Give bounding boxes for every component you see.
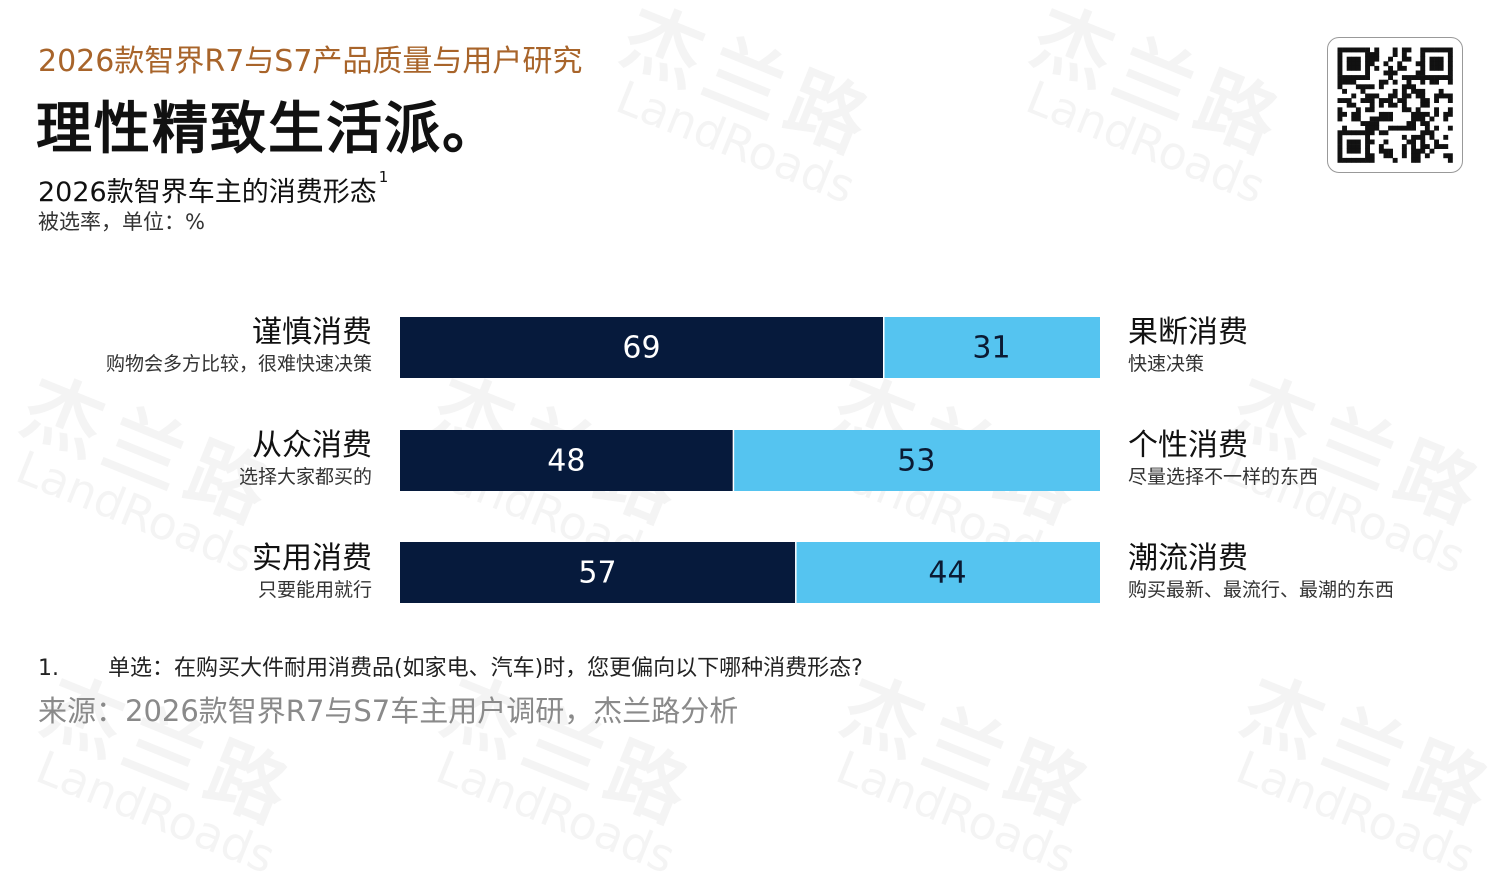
- bar-left-value-label: 57: [578, 556, 616, 591]
- footnote-text: 单选：在购买大件耐用消费品(如家电、汽车)时，您更偏向以下哪种消费形态?: [108, 656, 863, 681]
- footnote: 1. 单选：在购买大件耐用消费品(如家电、汽车)时，您更偏向以下哪种消费形态?: [38, 650, 863, 682]
- left-label-2: 从众消费 选择大家都买的: [239, 428, 372, 490]
- left-label-desc: 选择大家都买的: [238, 466, 372, 488]
- right-label-3: 潮流消费 购买最新、最流行、最潮的东西: [1128, 541, 1394, 603]
- left-label-3: 实用消费 只要能用就行: [252, 541, 372, 603]
- left-label-desc: 购物会多方比较，很难快速决策: [105, 353, 372, 375]
- right-label-1: 果断消费 快速决策: [1128, 315, 1248, 377]
- bar-left-value-label: 48: [547, 444, 585, 479]
- bar-right-segment: [796, 542, 1100, 603]
- chart-title: 2026款智界车主的消费形态 1: [38, 168, 389, 209]
- bar-right-value-label: 44: [928, 556, 966, 591]
- left-label-1: 谨慎消费 购物会多方比较，很难快速决策: [106, 315, 372, 377]
- footnote-number: 1.: [38, 656, 59, 681]
- chart-title-text: 2026款智界车主的消费形态: [38, 177, 377, 208]
- bar-left-segment: [400, 430, 733, 491]
- footnote-marker: 1: [378, 168, 389, 186]
- right-label-title: 果断消费: [1128, 315, 1248, 350]
- bar-right-value-label: 53: [897, 444, 935, 479]
- bar-right-value-label: 31: [972, 331, 1010, 366]
- right-label-desc: 快速决策: [1128, 353, 1205, 375]
- bar-right-segment: [884, 317, 1100, 378]
- bar-left-segment: [400, 542, 796, 603]
- unit-label: 被选率，单位：%: [38, 210, 205, 234]
- bar-left-segment: [400, 317, 883, 378]
- report-supertitle: 2026款智界R7与S7产品质量与用户研究: [38, 44, 583, 79]
- right-label-title: 潮流消费: [1128, 541, 1248, 576]
- right-label-desc: 购买最新、最流行、最潮的东西: [1128, 579, 1395, 601]
- qr-code-icon: [1337, 47, 1453, 163]
- stacked-bar-chart: 69 31 48 53 57 44: [400, 317, 1100, 603]
- right-label-2: 个性消费 尽量选择不一样的东西: [1128, 428, 1318, 490]
- source-note: 来源：2026款智界R7与S7车主用户调研，杰兰路分析: [38, 694, 739, 728]
- left-label-title: 谨慎消费: [252, 315, 372, 350]
- qr-code[interactable]: [1327, 37, 1463, 173]
- right-label-title: 个性消费: [1128, 428, 1248, 463]
- bar-right-segment: [734, 430, 1100, 491]
- left-label-desc: 只要能用就行: [257, 579, 372, 601]
- left-label-title: 实用消费: [252, 541, 372, 576]
- bar-left-value-label: 69: [622, 331, 660, 366]
- left-label-title: 从众消费: [252, 428, 372, 463]
- right-label-desc: 尽量选择不一样的东西: [1128, 466, 1319, 488]
- page-headline: 理性精致生活派。: [36, 97, 500, 162]
